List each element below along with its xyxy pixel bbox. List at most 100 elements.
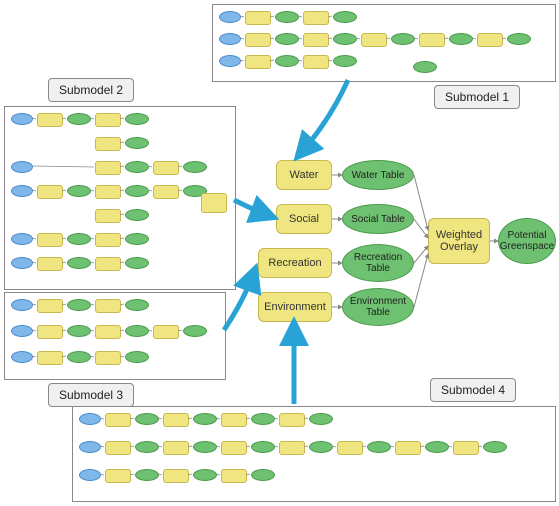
mini-node <box>333 55 357 67</box>
mini-node <box>391 33 415 45</box>
mini-node <box>245 11 271 25</box>
mini-node <box>105 469 131 483</box>
mini-node <box>183 325 207 337</box>
mini-node <box>201 193 227 213</box>
mini-node <box>419 33 445 47</box>
mini-node <box>95 161 121 175</box>
mini-node <box>413 61 437 73</box>
submodel-3-label: Submodel 3 <box>48 383 134 407</box>
mini-node <box>303 33 329 47</box>
mini-node <box>153 161 179 175</box>
mini-node <box>95 299 121 313</box>
mini-node <box>193 441 217 453</box>
mini-node <box>153 325 179 339</box>
mini-node <box>37 257 63 271</box>
mini-node <box>135 441 159 453</box>
mini-node <box>125 299 149 311</box>
mini-node <box>79 441 101 453</box>
mini-node <box>425 441 449 453</box>
mini-node <box>95 113 121 127</box>
mini-node <box>11 325 33 337</box>
mini-node <box>11 351 33 363</box>
mini-node <box>361 33 387 47</box>
environment-table-node: Environment Table <box>342 288 414 326</box>
mini-node <box>153 185 179 199</box>
submodel-1-box <box>212 4 556 82</box>
mini-node <box>135 413 159 425</box>
mini-node <box>163 413 189 427</box>
submodel-1-label: Submodel 1 <box>434 85 520 109</box>
mini-node <box>135 469 159 481</box>
mini-node <box>275 11 299 23</box>
mini-node <box>79 413 101 425</box>
mini-node <box>163 469 189 483</box>
mini-node <box>275 55 299 67</box>
mini-node <box>303 55 329 69</box>
mini-node <box>125 113 149 125</box>
mini-node <box>37 233 63 247</box>
mini-node <box>37 325 63 339</box>
mini-node <box>11 113 33 125</box>
mini-node <box>125 325 149 337</box>
mini-node <box>95 233 121 247</box>
mini-node <box>251 413 275 425</box>
mini-node <box>219 55 241 67</box>
mini-node <box>125 351 149 363</box>
mini-node <box>219 33 241 45</box>
mini-node <box>11 185 33 197</box>
mini-node <box>125 137 149 149</box>
mini-node <box>309 413 333 425</box>
mini-node <box>183 161 207 173</box>
mini-node <box>95 185 121 199</box>
mini-node <box>449 33 473 45</box>
mini-node <box>11 233 33 245</box>
mini-node <box>95 209 121 223</box>
mini-node <box>221 441 247 455</box>
mini-node <box>67 257 91 269</box>
mini-node <box>105 413 131 427</box>
mini-node <box>251 441 275 453</box>
submodel-3-box <box>4 292 226 380</box>
mini-node <box>219 11 241 23</box>
mini-node <box>125 209 149 221</box>
mini-node <box>11 257 33 269</box>
mini-node <box>163 441 189 455</box>
mini-node <box>67 351 91 363</box>
water-node: Water <box>276 160 332 190</box>
mini-node <box>367 441 391 453</box>
mini-node <box>67 113 91 125</box>
social-node: Social <box>276 204 332 234</box>
mini-node <box>251 469 275 481</box>
mini-node <box>333 11 357 23</box>
mini-node <box>193 413 217 425</box>
mini-node <box>125 185 149 197</box>
mini-node <box>95 257 121 271</box>
mini-node <box>37 351 63 365</box>
mini-node <box>337 441 363 455</box>
mini-node <box>11 161 33 173</box>
mini-node <box>105 441 131 455</box>
submodel-2-label: Submodel 2 <box>48 78 134 102</box>
mini-node <box>303 11 329 25</box>
potential-greenspace-node: Potential Greenspace <box>498 218 556 264</box>
mini-node <box>279 413 305 427</box>
mini-node <box>67 233 91 245</box>
mini-node <box>11 299 33 311</box>
mini-node <box>95 137 121 151</box>
mini-node <box>453 441 479 455</box>
mini-node <box>507 33 531 45</box>
recreation-node: Recreation <box>258 248 332 278</box>
environment-node: Environment <box>258 292 332 322</box>
mini-node <box>125 257 149 269</box>
submodel-4-box <box>72 406 556 502</box>
weighted-overlay-node: Weighted Overlay <box>428 218 490 264</box>
mini-node <box>67 299 91 311</box>
mini-node <box>193 469 217 481</box>
mini-node <box>67 325 91 337</box>
mini-node <box>79 469 101 481</box>
mini-node <box>221 469 247 483</box>
mini-node <box>245 55 271 69</box>
mini-node <box>309 441 333 453</box>
mini-node <box>67 185 91 197</box>
social-table-node: Social Table <box>342 204 414 234</box>
